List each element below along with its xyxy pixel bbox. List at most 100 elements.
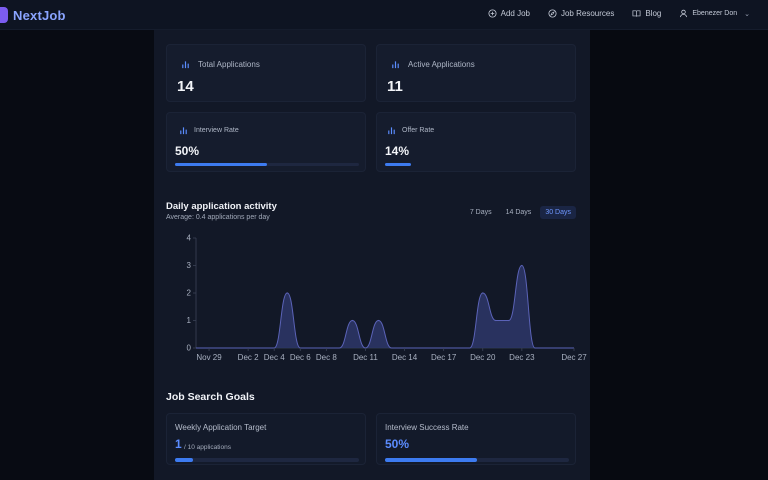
x-tick-label: Dec 20 <box>470 353 496 362</box>
y-tick-label: 0 <box>187 344 192 353</box>
activity-area-chart: 0 1 2 3 4 Nov 29 Dec 2 Dec 4 Dec 6 Dec 8 Dec 11 Dec… <box>187 234 588 363</box>
user-icon <box>679 9 688 18</box>
goal-value: 1 <box>175 437 182 451</box>
top-navbar: NextJob Add Job Job Resources Blog Ebene… <box>0 0 768 30</box>
weekly-target-progress-fill <box>175 458 194 462</box>
x-tick-label: Dec 23 <box>509 353 535 362</box>
y-tick-label: 3 <box>187 261 192 270</box>
goals-title: Job Search Goals <box>166 391 255 403</box>
stat-label: Total Applications <box>198 60 260 69</box>
data-point <box>482 292 484 294</box>
stat-label: Offer Rate <box>402 127 435 134</box>
data-point <box>261 347 262 348</box>
x-tick-label: Dec 4 <box>264 353 285 362</box>
x-tick-label: Dec 8 <box>316 353 337 362</box>
brand-name: NextJob <box>13 7 66 23</box>
range-14-days-button[interactable]: 14 Days <box>505 209 532 216</box>
activity-chart-title: Daily application activity <box>166 201 277 212</box>
range-30-days-button[interactable]: 30 Days <box>540 206 576 219</box>
bar-chart-icon <box>387 126 396 135</box>
data-point <box>391 347 392 348</box>
activity-line <box>196 264 574 349</box>
data-point <box>495 319 497 322</box>
data-point <box>508 319 510 322</box>
x-tick-label: Dec 11 <box>353 353 378 362</box>
main-background <box>154 30 590 480</box>
nav-add-job[interactable]: Add Job <box>488 9 530 18</box>
weekly-target-progress <box>175 458 359 462</box>
goal-label: Interview Success Rate <box>385 423 469 432</box>
y-tick-label: 1 <box>187 316 192 325</box>
range-selector: 7 Days 14 Days 30 Days <box>465 206 576 219</box>
range-7-days-button[interactable]: 7 Days <box>469 209 492 216</box>
brand-logo-icon <box>0 7 8 23</box>
data-point <box>313 347 314 348</box>
right-gutter <box>590 30 768 480</box>
data-point <box>521 264 523 267</box>
stat-value: 50% <box>175 144 200 158</box>
interview-rate-progress <box>175 163 359 166</box>
data-point <box>195 347 196 348</box>
x-tick-label: Dec 27 <box>561 353 587 362</box>
stat-label: Interview Rate <box>194 127 239 134</box>
bar-chart-icon <box>179 126 188 135</box>
stat-card-interview-rate: Interview Rate 50% <box>166 112 366 172</box>
x-tick-label: Nov 29 <box>196 353 222 362</box>
goal-value: 50% <box>385 437 410 451</box>
brand[interactable]: NextJob <box>0 7 66 23</box>
data-point <box>456 347 457 348</box>
interview-success-progress <box>385 458 569 462</box>
goal-label: Weekly Application Target <box>175 423 267 432</box>
data-point <box>235 347 236 348</box>
data-point <box>547 347 548 348</box>
data-point <box>534 347 535 348</box>
activity-area <box>196 265 574 348</box>
y-tick-label: 2 <box>187 289 192 298</box>
stat-label: Active Applications <box>408 60 475 69</box>
x-tick-label: Dec 17 <box>431 353 457 362</box>
dashboard-main: Total Applications 14 Active Application… <box>154 30 590 480</box>
book-icon <box>632 9 641 18</box>
data-point <box>560 347 561 348</box>
bar-chart-icon <box>391 60 400 69</box>
stat-value: 14% <box>385 144 410 158</box>
goal-unit: / 10 applications <box>184 444 231 451</box>
stat-card-active-applications: Active Applications 11 <box>376 44 576 102</box>
user-name: Ebenezer Don <box>692 10 738 17</box>
data-point <box>286 292 288 294</box>
activity-chart-subtitle: Average: 0.4 applications per day <box>166 214 270 221</box>
data-point <box>417 347 418 348</box>
goal-card-interview-success: Interview Success Rate 50% <box>376 413 576 465</box>
left-gutter <box>0 30 154 480</box>
nav-links: Add Job Job Resources Blog Ebenezer Don … <box>488 9 750 18</box>
offer-rate-progress-fill <box>385 163 411 166</box>
stat-value: 14 <box>177 78 194 95</box>
offer-rate-progress <box>385 163 569 166</box>
stat-value: 11 <box>387 78 403 95</box>
interview-success-progress-fill <box>385 458 477 462</box>
data-point <box>221 347 222 348</box>
x-tick-label: Dec 6 <box>290 353 311 362</box>
plus-circle-icon <box>488 9 497 18</box>
data-point <box>469 347 470 348</box>
data-point <box>430 347 431 348</box>
compass-icon <box>548 9 557 18</box>
goal-card-weekly-target: Weekly Application Target 1 / 10 applica… <box>166 413 366 465</box>
stat-card-offer-rate: Offer Rate 14% <box>376 112 576 172</box>
nav-job-resources[interactable]: Job Resources <box>548 9 614 18</box>
nav-blog-label: Blog <box>645 9 662 18</box>
nav-blog[interactable]: Blog <box>632 9 661 18</box>
data-point <box>377 319 380 322</box>
data-point <box>339 347 340 348</box>
bar-chart-icon <box>181 60 190 69</box>
chevron-down-icon: ⌄ <box>744 10 750 18</box>
nav-job-resources-label: Job Resources <box>560 9 615 18</box>
stat-card-total-applications: Total Applications 14 <box>166 44 366 102</box>
data-point <box>351 319 354 322</box>
x-tick-label: Dec 2 <box>238 353 259 362</box>
x-tick-label: Dec 14 <box>392 353 418 362</box>
user-menu[interactable]: Ebenezer Don ⌄ <box>679 9 750 18</box>
y-tick-label: 4 <box>187 234 192 243</box>
interview-rate-progress-fill <box>175 163 267 166</box>
nav-add-job-label: Add Job <box>500 9 530 18</box>
